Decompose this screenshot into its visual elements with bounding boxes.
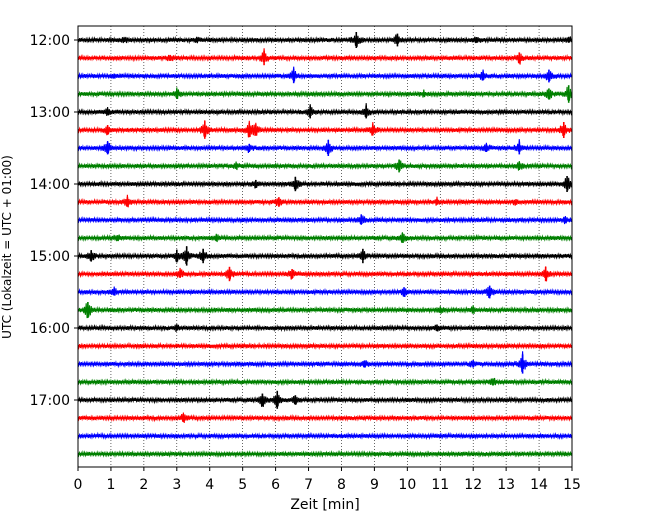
trace-1630 (77, 351, 573, 374)
trace-line (77, 341, 573, 351)
trace-line (77, 449, 573, 459)
trace-1615 (77, 341, 573, 351)
x-tick-label: 10 (398, 477, 416, 493)
x-tick-label: 6 (271, 477, 280, 493)
trace-1315 (77, 120, 573, 139)
trace-1645 (77, 377, 573, 387)
trace-line (77, 302, 573, 319)
x-tick-label: 13 (497, 477, 515, 493)
trace-1345 (77, 159, 573, 173)
trace-1700 (77, 390, 573, 409)
trace-line (77, 390, 573, 408)
x-tick-label: 12 (464, 477, 482, 493)
trace-1515 (77, 266, 573, 282)
y-tick-label: 14:00 (30, 177, 70, 193)
x-tick-label: 7 (304, 477, 313, 493)
trace-line (77, 120, 573, 138)
trace-1245 (77, 85, 573, 103)
trace-line (77, 232, 573, 244)
trace-1445 (77, 232, 573, 244)
trace-1230 (77, 66, 573, 84)
trace-1215 (77, 48, 573, 66)
x-tick-label: 1 (106, 477, 115, 493)
x-tick-label: 15 (563, 477, 581, 493)
x-tick-label: 14 (530, 477, 548, 493)
y-tick-label: 16:00 (30, 321, 70, 337)
trace-1715 (77, 412, 573, 424)
trace-1745 (77, 449, 573, 459)
trace-line (77, 214, 573, 225)
y-tick-label: 17:00 (30, 393, 70, 409)
y-axis-label: UTC (Lokalzeit = UTC + 01:00) (0, 155, 14, 339)
x-tick-label: 11 (431, 477, 449, 493)
x-tick-label: 0 (74, 477, 83, 493)
trace-line (77, 139, 573, 155)
trace-line (77, 48, 573, 65)
trace-1530 (77, 285, 573, 299)
trace-line (77, 266, 573, 282)
trace-line (77, 323, 573, 333)
series-traces (77, 32, 573, 459)
trace-line (77, 86, 573, 101)
trace-1545 (77, 302, 573, 319)
plot-frame (77, 25, 573, 468)
trace-line (77, 246, 573, 264)
y-tick-label: 13:00 (30, 105, 70, 121)
trace-1200 (77, 32, 573, 48)
trace-line (77, 377, 573, 387)
trace-line (77, 32, 573, 47)
x-axis-ticks: 0 1 2 3 4 5 6 7 8 9 10 11 12 13 14 15 (74, 467, 581, 493)
trace-line (77, 66, 573, 82)
trace-1730 (77, 431, 573, 441)
y-axis-ticks: 12:00 13:00 14:00 15:00 16:00 17:00 (30, 33, 78, 409)
trace-1330 (77, 139, 573, 156)
x-tick-label: 4 (205, 477, 214, 493)
trace-1600 (77, 323, 573, 333)
y-tick-label: 12:00 (30, 33, 70, 49)
x-tick-label: 9 (370, 477, 379, 493)
trace-1300 (77, 103, 573, 119)
trace-1400 (77, 176, 573, 192)
trace-1430 (77, 214, 573, 225)
x-tick-label: 2 (139, 477, 148, 493)
x-tick-label: 8 (337, 477, 346, 493)
x-tick-label: 3 (172, 477, 181, 493)
trace-1500 (77, 246, 573, 266)
x-tick-label: 5 (238, 477, 247, 493)
x-axis-label: Zeit [min] (290, 497, 359, 513)
y-tick-label: 15:00 (30, 249, 70, 265)
trace-line (77, 103, 573, 117)
trace-1415 (77, 194, 573, 208)
